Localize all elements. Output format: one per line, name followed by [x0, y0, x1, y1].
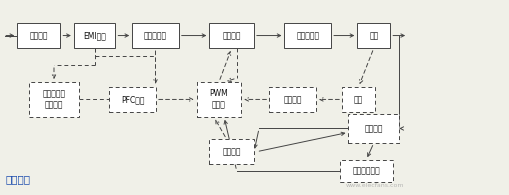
Text: 输出过压保护: 输出过压保护 [352, 167, 380, 176]
Text: 稳压环路: 稳压环路 [284, 95, 302, 104]
Bar [209, 139, 254, 164]
Text: 电路组成: 电路组成 [6, 175, 31, 185]
Text: 防雷单元: 防雷单元 [30, 31, 48, 40]
Text: 功率变换: 功率变换 [222, 31, 241, 40]
Bar [348, 114, 399, 143]
Bar [17, 23, 61, 48]
Text: 取样: 取样 [354, 95, 363, 104]
Text: 短路保护: 短路保护 [364, 124, 383, 133]
Bar [340, 160, 393, 182]
Text: www.elecfans.com: www.elecfans.com [346, 183, 404, 189]
Text: PFC单元: PFC单元 [121, 95, 145, 104]
Bar [196, 82, 241, 117]
Bar [29, 82, 79, 117]
Bar [109, 87, 156, 112]
Bar [269, 87, 316, 112]
Bar [132, 23, 179, 48]
Text: EMI电路: EMI电路 [83, 31, 106, 40]
Bar [285, 23, 331, 48]
Text: 输出: 输出 [369, 31, 378, 40]
Text: 限流保护: 限流保护 [222, 147, 241, 156]
Bar [209, 23, 254, 48]
Bar [74, 23, 116, 48]
Bar [357, 23, 390, 48]
Text: 整流、滤波: 整流、滤波 [144, 31, 167, 40]
Bar [342, 87, 375, 112]
Text: 输入过欠压
保护单元: 输入过欠压 保护单元 [42, 89, 66, 109]
Text: 整流、滤波: 整流、滤波 [296, 31, 319, 40]
Text: PWM
控制器: PWM 控制器 [210, 89, 229, 109]
